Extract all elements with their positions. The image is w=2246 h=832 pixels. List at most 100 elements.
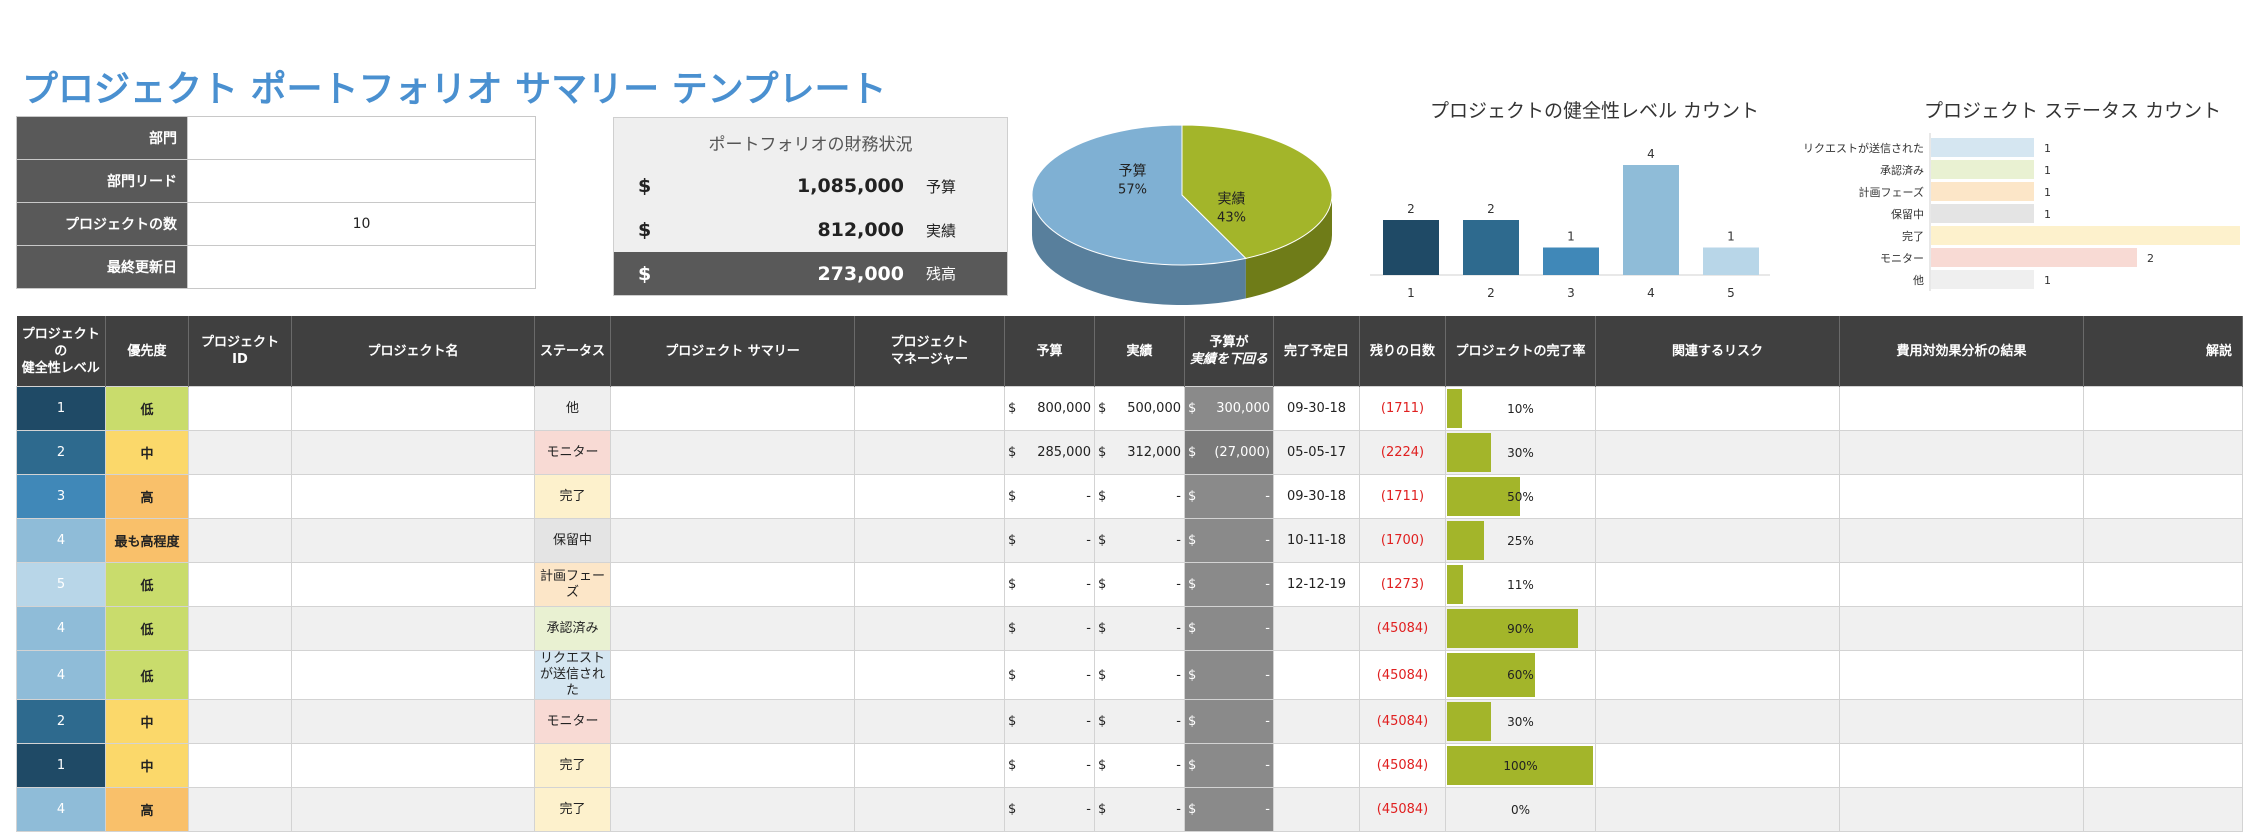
project-name-cell[interactable]: [291, 386, 535, 431]
actual-cell[interactable]: $ -: [1094, 650, 1185, 700]
notes-cell[interactable]: [2083, 650, 2243, 700]
status-cell[interactable]: モニター: [534, 699, 611, 744]
risk-cell[interactable]: [1595, 743, 1840, 788]
budget-cell[interactable]: $ -: [1004, 606, 1095, 651]
due-date-cell[interactable]: 05-05-17: [1273, 430, 1360, 475]
priority-cell[interactable]: 低: [105, 386, 189, 431]
cost-benefit-cell[interactable]: [1839, 518, 2084, 563]
due-date-cell[interactable]: [1273, 650, 1360, 700]
project-name-cell[interactable]: [291, 474, 535, 519]
notes-cell[interactable]: [2083, 386, 2243, 431]
project-name-cell[interactable]: [291, 606, 535, 651]
completion-cell[interactable]: 90%: [1445, 606, 1596, 651]
project-id-cell[interactable]: [188, 562, 292, 607]
completion-cell[interactable]: 30%: [1445, 699, 1596, 744]
actual-cell[interactable]: $312,000: [1094, 430, 1185, 475]
priority-cell[interactable]: 最も高程度: [105, 518, 189, 563]
cost-benefit-cell[interactable]: [1839, 699, 2084, 744]
manager-cell[interactable]: [854, 386, 1005, 431]
summary-cell[interactable]: [610, 787, 855, 832]
health-cell[interactable]: 2: [16, 430, 106, 475]
priority-cell[interactable]: 低: [105, 562, 189, 607]
due-date-cell[interactable]: 10-11-18: [1273, 518, 1360, 563]
summary-cell[interactable]: [610, 606, 855, 651]
completion-cell[interactable]: 100%: [1445, 743, 1596, 788]
actual-cell[interactable]: $ -: [1094, 562, 1185, 607]
cost-benefit-cell[interactable]: [1839, 386, 2084, 431]
notes-cell[interactable]: [2083, 699, 2243, 744]
priority-cell[interactable]: 中: [105, 699, 189, 744]
project-name-cell[interactable]: [291, 787, 535, 832]
due-date-cell[interactable]: [1273, 606, 1360, 651]
notes-cell[interactable]: [2083, 518, 2243, 563]
completion-cell[interactable]: 10%: [1445, 386, 1596, 431]
risk-cell[interactable]: [1595, 787, 1840, 832]
manager-cell[interactable]: [854, 474, 1005, 519]
status-cell[interactable]: リクエストが送信された: [534, 650, 611, 700]
project-name-cell[interactable]: [291, 430, 535, 475]
budget-cell[interactable]: $ -: [1004, 518, 1095, 563]
actual-cell[interactable]: $500,000: [1094, 386, 1185, 431]
notes-cell[interactable]: [2083, 474, 2243, 519]
completion-cell[interactable]: 25%: [1445, 518, 1596, 563]
summary-cell[interactable]: [610, 743, 855, 788]
health-cell[interactable]: 3: [16, 474, 106, 519]
risk-cell[interactable]: [1595, 518, 1840, 563]
project-id-cell[interactable]: [188, 474, 292, 519]
header-notes[interactable]: 解説: [2083, 316, 2243, 387]
risk-cell[interactable]: [1595, 606, 1840, 651]
header-summary[interactable]: プロジェクト サマリー: [610, 316, 855, 387]
due-date-cell[interactable]: [1273, 787, 1360, 832]
cost-benefit-cell[interactable]: [1839, 430, 2084, 475]
manager-cell[interactable]: [854, 606, 1005, 651]
summary-cell[interactable]: [610, 562, 855, 607]
priority-cell[interactable]: 高: [105, 474, 189, 519]
project-count-value[interactable]: 10: [187, 202, 536, 246]
manager-cell[interactable]: [854, 787, 1005, 832]
health-cell[interactable]: 1: [16, 743, 106, 788]
budget-cell[interactable]: $ -: [1004, 787, 1095, 832]
project-name-cell[interactable]: [291, 650, 535, 700]
last-updated-value[interactable]: [187, 245, 536, 289]
health-cell[interactable]: 4: [16, 787, 106, 832]
budget-cell[interactable]: $ -: [1004, 650, 1095, 700]
header-actual[interactable]: 実績: [1094, 316, 1185, 387]
risk-cell[interactable]: [1595, 562, 1840, 607]
status-cell[interactable]: 承認済み: [534, 606, 611, 651]
budget-cell[interactable]: $ -: [1004, 474, 1095, 519]
header-under-budget[interactable]: 予算が 実績を下回る: [1184, 316, 1274, 387]
header-risks[interactable]: 関連するリスク: [1595, 316, 1840, 387]
completion-cell[interactable]: 11%: [1445, 562, 1596, 607]
due-date-cell[interactable]: [1273, 743, 1360, 788]
cost-benefit-cell[interactable]: [1839, 606, 2084, 651]
header-health[interactable]: プロジェクトの 健全性レベル: [16, 316, 106, 387]
budget-cell[interactable]: $800,000: [1004, 386, 1095, 431]
notes-cell[interactable]: [2083, 430, 2243, 475]
budget-cell[interactable]: $285,000: [1004, 430, 1095, 475]
header-project-id[interactable]: プロジェクト ID: [188, 316, 292, 387]
header-days-left[interactable]: 残りの日数: [1359, 316, 1446, 387]
project-name-cell[interactable]: [291, 699, 535, 744]
priority-cell[interactable]: 中: [105, 430, 189, 475]
actual-cell[interactable]: $ -: [1094, 743, 1185, 788]
due-date-cell[interactable]: 12-12-19: [1273, 562, 1360, 607]
project-name-cell[interactable]: [291, 518, 535, 563]
summary-cell[interactable]: [610, 650, 855, 700]
due-date-cell[interactable]: 09-30-18: [1273, 386, 1360, 431]
cost-benefit-cell[interactable]: [1839, 787, 2084, 832]
manager-cell[interactable]: [854, 518, 1005, 563]
header-project-name[interactable]: プロジェクト名: [291, 316, 535, 387]
risk-cell[interactable]: [1595, 386, 1840, 431]
cost-benefit-cell[interactable]: [1839, 650, 2084, 700]
actual-cell[interactable]: $ -: [1094, 518, 1185, 563]
health-cell[interactable]: 4: [16, 518, 106, 563]
budget-cell[interactable]: $ -: [1004, 743, 1095, 788]
project-id-cell[interactable]: [188, 386, 292, 431]
manager-cell[interactable]: [854, 650, 1005, 700]
health-cell[interactable]: 2: [16, 699, 106, 744]
actual-cell[interactable]: $ -: [1094, 606, 1185, 651]
risk-cell[interactable]: [1595, 699, 1840, 744]
status-cell[interactable]: 保留中: [534, 518, 611, 563]
project-id-cell[interactable]: [188, 650, 292, 700]
status-cell[interactable]: 完了: [534, 787, 611, 832]
